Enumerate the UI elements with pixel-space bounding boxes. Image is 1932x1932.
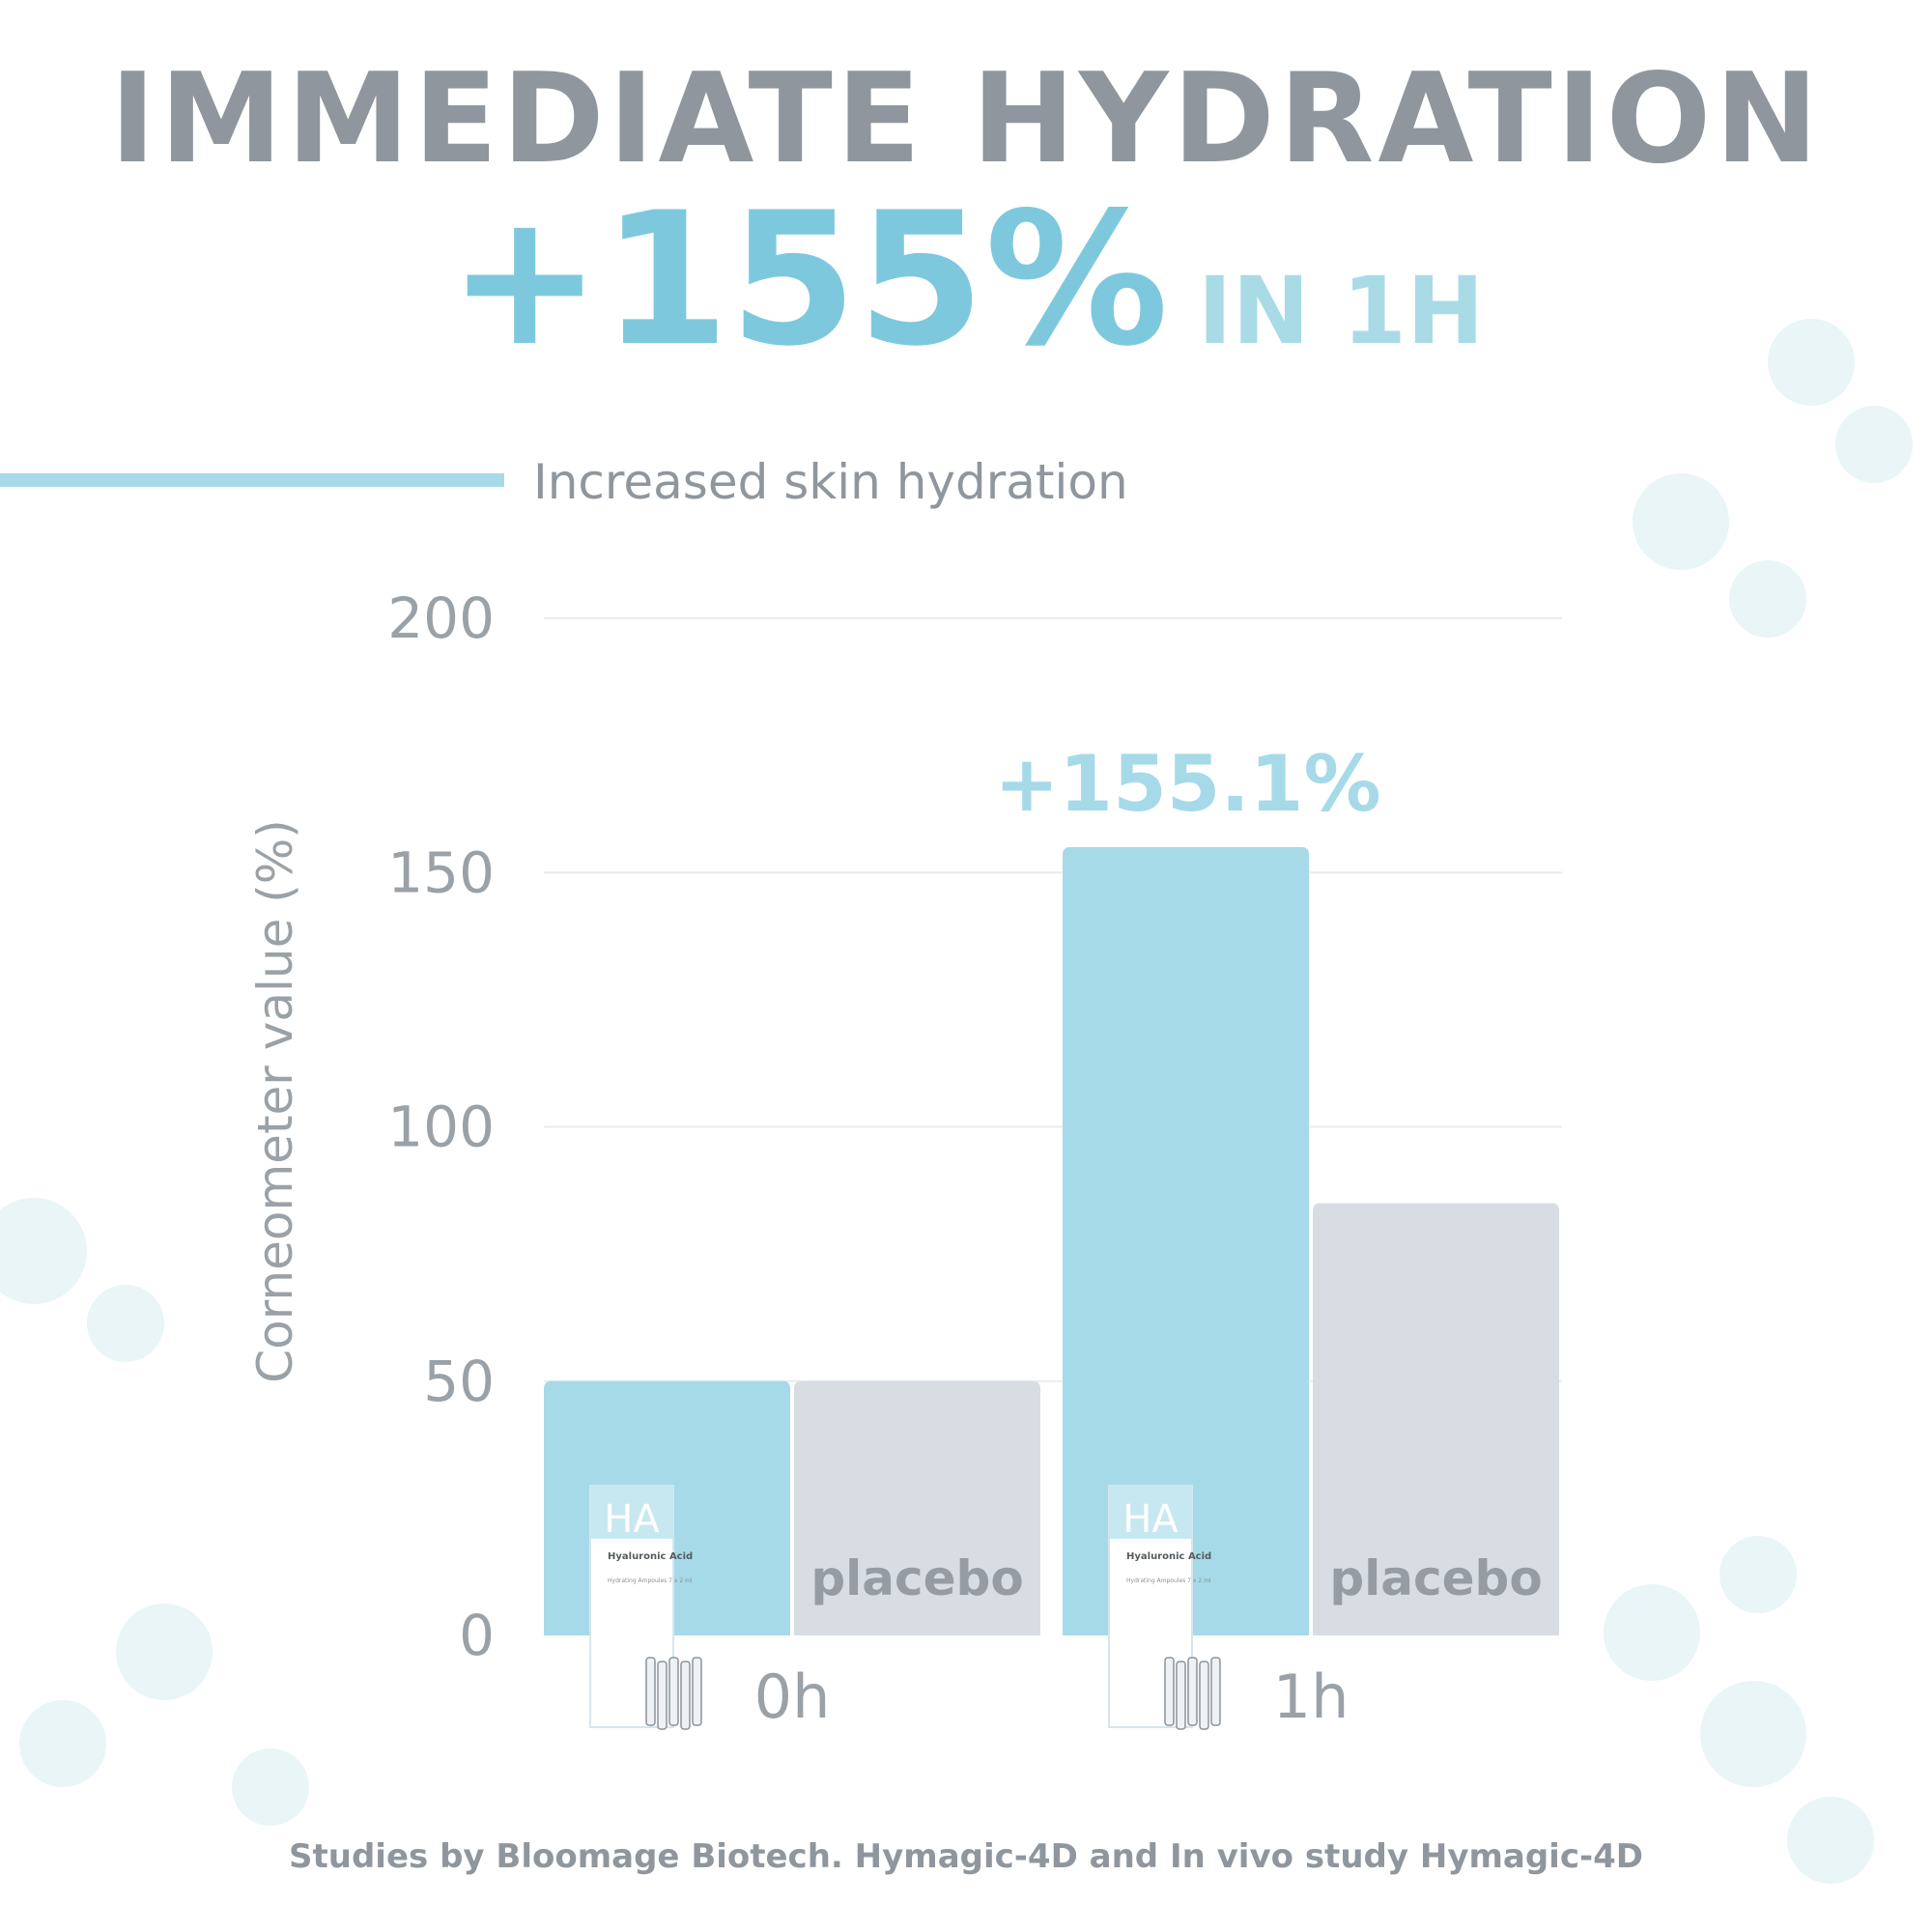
headline-stat: +155% IN 1H <box>0 188 1932 372</box>
ampoule <box>680 1661 691 1730</box>
x-tick-label: 1h <box>1273 1662 1350 1732</box>
x-tick-label: 0h <box>754 1662 831 1732</box>
molecule-decoration <box>1729 560 1806 638</box>
product-box-band <box>590 1486 673 1539</box>
ampoule <box>1164 1657 1175 1726</box>
molecule-decoration <box>87 1285 164 1362</box>
molecule-decoration <box>1768 319 1855 406</box>
bar-label: placebo <box>1329 1550 1542 1606</box>
product-name: Hyaluronic Acid <box>1126 1551 1211 1562</box>
ampoule <box>668 1657 679 1726</box>
ampoule <box>1199 1661 1209 1730</box>
ampoule <box>1187 1657 1198 1726</box>
product-logo: HA <box>604 1497 660 1542</box>
molecule-decoration <box>1700 1681 1806 1787</box>
product-description: Hydrating Ampoules 7 x 2 ml <box>1126 1577 1211 1584</box>
bar-placebo <box>1313 1203 1559 1635</box>
product-logo: HA <box>1122 1497 1179 1542</box>
molecule-decoration <box>116 1604 213 1700</box>
ampoule <box>645 1657 656 1726</box>
page-title: IMMEDIATE HYDRATION <box>109 47 1823 191</box>
chart-title: Increased skin hydration <box>533 454 1128 510</box>
ampoule <box>1176 1661 1186 1730</box>
molecule-decoration <box>232 1748 309 1826</box>
bar-label: placebo <box>810 1550 1023 1606</box>
product-box-band <box>1109 1486 1192 1539</box>
molecule-decoration <box>1633 473 1729 570</box>
bar-ha <box>1063 846 1309 1635</box>
molecule-decoration <box>1835 406 1913 483</box>
molecule-decoration <box>1787 1797 1874 1884</box>
product-name: Hyaluronic Acid <box>608 1551 693 1562</box>
bar-placebo <box>794 1380 1040 1635</box>
stat-timeframe: IN 1H <box>1197 257 1485 365</box>
ampoule <box>1210 1657 1221 1726</box>
y-tick-label: 100 <box>387 1094 495 1160</box>
product-description: Hydrating Ampoules 7 x 2 ml <box>608 1577 693 1584</box>
y-tick-label: 50 <box>423 1349 495 1414</box>
subtitle-accent-line <box>0 473 504 487</box>
stat-value: +155% <box>447 173 1169 386</box>
y-tick-label: 0 <box>459 1603 495 1668</box>
y-tick-label: 150 <box>387 839 495 905</box>
ampoule <box>692 1657 702 1726</box>
data-label-annotation: +155.1% <box>994 739 1380 829</box>
molecule-decoration <box>19 1700 106 1787</box>
source-footnote: Studies by Bloomage Biotech. Hymagic-4D … <box>289 1837 1643 1876</box>
molecule-decoration <box>1719 1536 1797 1613</box>
molecule-decoration <box>0 1198 87 1304</box>
y-tick-label: 200 <box>387 585 495 651</box>
molecule-decoration <box>1604 1584 1700 1681</box>
ampoule <box>657 1661 668 1730</box>
